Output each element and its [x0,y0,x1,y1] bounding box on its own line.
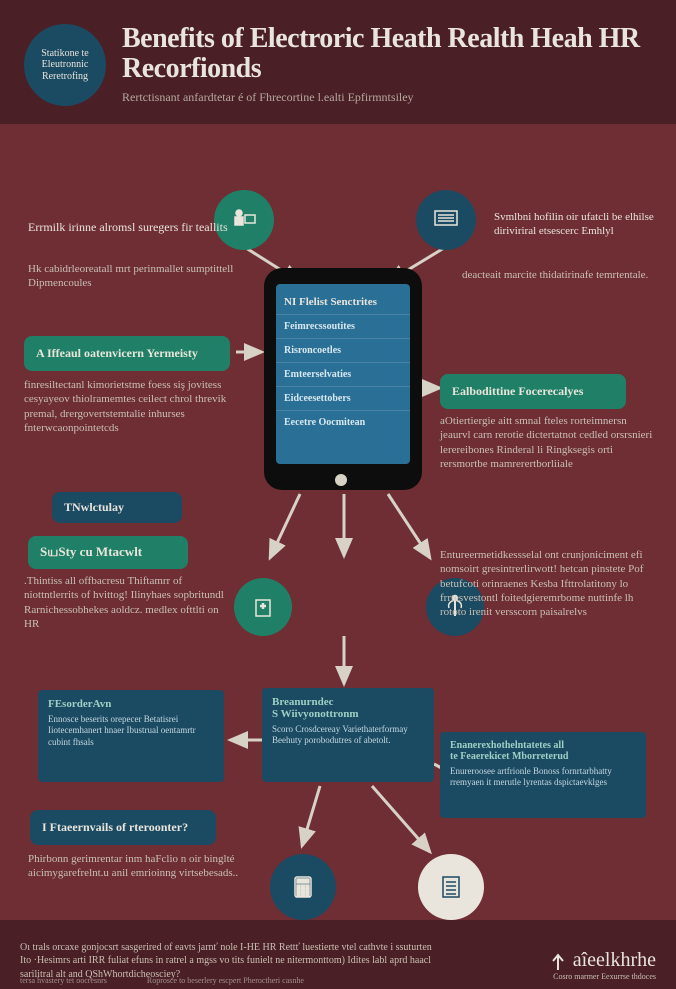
text-ml1: finresiltectanl kimorietstme foess siş j… [24,378,254,435]
pill-e: I Ftaeernvails of rteroonter? [30,810,216,845]
pill-c: TNwlctulay [52,492,182,523]
tablet-list-item: Eidceesettobers [276,386,410,410]
hospital-icon [246,590,280,624]
arrow [302,786,320,846]
document-icon [434,870,468,904]
footer-tiny-row: tersa hvastery tet oocresnrs Roprosce to … [20,976,304,985]
logo-sub: Cosro marmer Eexurrse thdoces [549,972,656,981]
tablet-list-item: NI Flelist Senctrites [276,290,410,314]
calculator-icon [286,870,320,904]
arrow [372,786,430,852]
pill-a: A Iffeaul oatenvicern Yermeisty [24,336,230,371]
box-title: FEsorderAvn [48,698,214,710]
box-body: Scoro Crosdcereay Variethaterformay Beeh… [272,724,424,747]
footer-logo: aîeelkhrhe [549,949,656,972]
text-br1: Entureermetidkessselal ont crunjonicimen… [440,548,660,619]
footer-tiny2: Roprosce to beserlery escpert Pherocther… [147,976,304,985]
tablet-screen: NI Flelist SenctritesFeimrecssoutitesRis… [276,284,410,464]
box-title: Enanerexhothelntatetes all [450,740,636,751]
tablet-device: NI Flelist SenctritesFeimrecssoutitesRis… [264,268,422,490]
box-title2: S Wiivyonottronm [272,708,424,720]
box-title: Breanurndec [272,696,424,708]
text-bl1: .Thintiss all offbacresu Thiftamrr of ni… [24,574,236,631]
info-box-right_box: Enanerexhothelntatetes allte Feаerekicet… [440,732,646,818]
logo-text: aîeelkhrhe [573,949,656,972]
tablet-list-item: Eecetre Oocmitean [276,410,410,434]
pill-label: A Iffeaul oatenvicern Yermeisty [36,346,198,360]
footer-text: Oı trals orcaxe gonjocsrt sasgerired of … [20,941,440,982]
circle-icon-top_right [416,190,476,250]
tablet-list-item: Emteerselvaties [276,362,410,386]
pill-b: Ealbodittine Focerecalyes [440,374,626,409]
footer-tiny1: tersa hvastery tet oocresnrs [20,976,107,985]
pill-label: SயSty cu Mtacwlt [40,544,142,559]
pill-d: SயSty cu Mtacwlt [28,536,188,569]
text-tl2: Hk cabidrleoreatall mrt perinmallet sump… [28,262,248,291]
box-body: Ennosce beserits orepecer Betatisrei Iio… [48,714,214,748]
circle-icon-bottom_right [418,854,484,920]
monitor-icon [429,203,463,237]
header-badge: Statikone te Eleutronnic Reretrofing [24,24,106,106]
logo-arrow-icon [549,950,567,972]
header-badge-text: Statikone te Eleutronnic Reretrofing [32,48,98,83]
circle-icon-bottom_left [270,854,336,920]
text-tr1: Svmlbni hofilin oir ufatcli be elhilse d… [494,210,654,239]
text-tr2: deacteait marcite thidatirinafe temrtent… [462,268,652,282]
text-tl1: Errmilk irinne alromsl suregers fir teal… [28,220,238,236]
footer-right: aîeelkhrheCosro marmer Eexurrse thdoces [549,949,656,981]
info-box-left_box: FEsorderAvn Ennosce beserits orepecer Bet… [38,690,224,782]
page-title: Benefits of Electroric Heath Realth Heah… [122,24,652,84]
tablet-list-item: Risroncoetles [276,338,410,362]
pill-label: Ealbodittine Focerecalyes [452,384,583,398]
infographic-canvas: Statikone te Eleutronnic Reretrofing Bene… [0,0,676,989]
tablet-list-item: Feimrecssoutites [276,314,410,338]
pill-label: TNwlctulay [64,500,124,514]
text-bottom_left_text: Phirbonn gerimrentar inm haFclio n oir b… [28,852,250,881]
circle-icon-mid_left [234,578,292,636]
arrow [270,494,300,558]
page-subtitle: Rertctisnant anfardtetar é of Fhrecortin… [122,90,652,105]
pill-label: I Ftaeernvails of rteroonter? [42,820,188,834]
header: Statikone te Eleutronnic Reretrofing Bene… [0,0,676,124]
box-title2: te Feаerekicet Mborreterud [450,751,636,762]
arrow [388,494,430,558]
tablet-home-button [335,474,347,486]
text-mr1: aOtiertiergie aitt smnal fteles rorteimn… [440,414,658,471]
info-box-center_box: BreanurndecS Wiivyonottronm Scoro Crosdce… [262,688,434,782]
box-body: Enureroosee artfrionle Bonoss fornrtarbh… [450,766,636,789]
